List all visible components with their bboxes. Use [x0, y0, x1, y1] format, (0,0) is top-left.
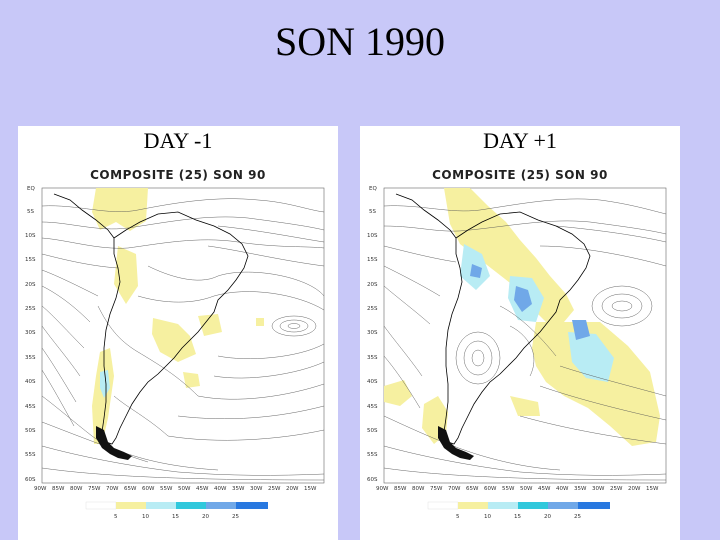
svg-text:40S: 40S: [367, 379, 378, 385]
svg-text:25S: 25S: [25, 306, 36, 312]
svg-text:85W: 85W: [394, 486, 407, 492]
svg-text:20W: 20W: [628, 486, 641, 492]
lon-axis: 90W 85W 80W 75W 70W 65W 60W 55W 50W 45W …: [34, 486, 317, 492]
svg-text:20: 20: [544, 514, 551, 520]
svg-text:35S: 35S: [367, 355, 378, 361]
svg-text:25: 25: [232, 514, 239, 520]
svg-text:50W: 50W: [520, 486, 533, 492]
tierra-del-fuego: [96, 426, 132, 460]
svg-text:15W: 15W: [646, 486, 659, 492]
coastline: [443, 211, 591, 445]
svg-text:55W: 55W: [160, 486, 173, 492]
svg-text:15S: 15S: [25, 257, 36, 263]
shaded-regions: [92, 188, 264, 444]
svg-text:80W: 80W: [70, 486, 83, 492]
svg-text:55W: 55W: [502, 486, 515, 492]
svg-text:35W: 35W: [574, 486, 587, 492]
svg-text:50S: 50S: [25, 428, 36, 434]
svg-text:30S: 30S: [367, 330, 378, 336]
lat-axis: EQ 5S 10S 15S 20S 25S 30S 35S 40S 45S 50…: [25, 186, 36, 483]
svg-text:10: 10: [484, 514, 491, 520]
svg-text:65W: 65W: [466, 486, 479, 492]
svg-text:30S: 30S: [25, 330, 36, 336]
colorbar: 5 10 15 20 25: [85, 501, 268, 520]
svg-text:45S: 45S: [25, 404, 36, 410]
svg-text:90W: 90W: [34, 486, 47, 492]
svg-text:25S: 25S: [367, 306, 378, 312]
svg-text:5: 5: [456, 514, 460, 520]
svg-text:15: 15: [514, 514, 521, 520]
svg-text:5: 5: [114, 514, 118, 520]
svg-text:60S: 60S: [367, 477, 378, 483]
map-day-plus-1: EQ 5S 10S 15S 20S 25S 30S 35S 40S 45S 50…: [367, 186, 667, 520]
shaded-regions: [384, 188, 660, 446]
map-title-day-minus-1: COMPOSITE (25) SON 90: [90, 168, 266, 182]
colorbar: 5 10 15 20 25: [427, 501, 610, 520]
svg-text:75W: 75W: [430, 486, 443, 492]
panel-label-day-plus-1: DAY +1: [483, 128, 557, 153]
coastline: [101, 211, 249, 445]
svg-text:45W: 45W: [196, 486, 209, 492]
map-frame: [383, 187, 667, 484]
svg-text:15W: 15W: [304, 486, 317, 492]
svg-text:30W: 30W: [250, 486, 263, 492]
svg-text:40W: 40W: [556, 486, 569, 492]
svg-text:45W: 45W: [538, 486, 551, 492]
streamlines: [383, 198, 667, 481]
svg-text:EQ: EQ: [369, 186, 377, 192]
panel-label-day-minus-1: DAY -1: [143, 128, 213, 153]
svg-text:80W: 80W: [412, 486, 425, 492]
svg-text:35S: 35S: [25, 355, 36, 361]
slide-title: SON 1990: [274, 19, 446, 64]
svg-text:50W: 50W: [178, 486, 191, 492]
streamlines: [41, 198, 325, 481]
lon-axis: 90W 85W 80W 75W 70W 65W 60W 55W 50W 45W …: [376, 486, 659, 492]
svg-text:10S: 10S: [25, 233, 36, 239]
lat-axis: EQ 5S 10S 15S 20S 25S 30S 35S 40S 45S 50…: [367, 186, 378, 483]
tierra-del-fuego: [438, 426, 474, 460]
svg-text:35W: 35W: [232, 486, 245, 492]
svg-text:85W: 85W: [52, 486, 65, 492]
svg-text:60W: 60W: [142, 486, 155, 492]
svg-text:55S: 55S: [25, 452, 36, 458]
svg-text:20S: 20S: [367, 282, 378, 288]
svg-text:10S: 10S: [367, 233, 378, 239]
svg-text:70W: 70W: [448, 486, 461, 492]
svg-text:70W: 70W: [106, 486, 119, 492]
svg-text:20W: 20W: [286, 486, 299, 492]
svg-text:10: 10: [142, 514, 149, 520]
svg-text:20: 20: [202, 514, 209, 520]
svg-text:90W: 90W: [376, 486, 389, 492]
svg-text:40S: 40S: [25, 379, 36, 385]
svg-text:20S: 20S: [25, 282, 36, 288]
panel-day-minus-1: EQ 5S 10S 15S 20S 25S 30S 35S 40S 45S 50…: [18, 126, 338, 540]
svg-text:45S: 45S: [367, 404, 378, 410]
svg-text:15S: 15S: [367, 257, 378, 263]
panel-day-plus-1: EQ 5S 10S 15S 20S 25S 30S 35S 40S 45S 50…: [360, 126, 680, 540]
svg-text:5S: 5S: [369, 209, 376, 215]
map-title-day-plus-1: COMPOSITE (25) SON 90: [432, 168, 608, 182]
svg-text:75W: 75W: [88, 486, 101, 492]
svg-text:5S: 5S: [27, 209, 34, 215]
svg-text:EQ: EQ: [27, 186, 35, 192]
svg-text:15: 15: [172, 514, 179, 520]
svg-text:25W: 25W: [268, 486, 281, 492]
svg-text:30W: 30W: [592, 486, 605, 492]
svg-text:60W: 60W: [484, 486, 497, 492]
map-day-minus-1: EQ 5S 10S 15S 20S 25S 30S 35S 40S 45S 50…: [25, 186, 325, 520]
svg-text:50S: 50S: [367, 428, 378, 434]
svg-text:55S: 55S: [367, 452, 378, 458]
svg-text:40W: 40W: [214, 486, 227, 492]
svg-text:65W: 65W: [124, 486, 137, 492]
svg-text:25: 25: [574, 514, 581, 520]
svg-text:25W: 25W: [610, 486, 623, 492]
svg-text:60S: 60S: [25, 477, 36, 483]
